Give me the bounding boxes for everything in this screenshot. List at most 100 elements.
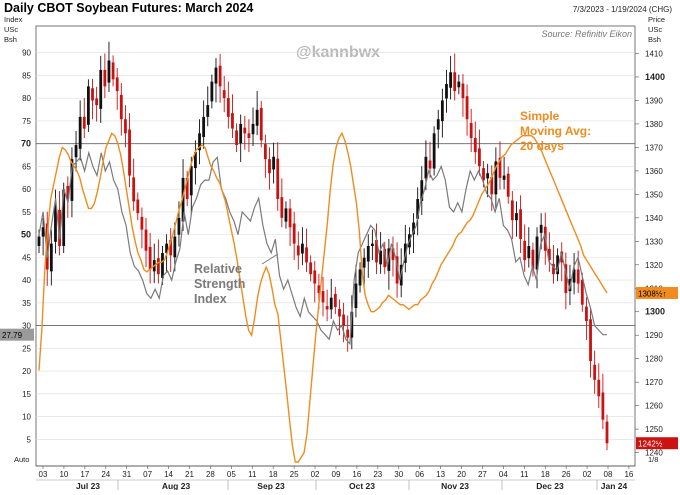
- month-label: Oct 23: [349, 481, 375, 490]
- annotation-label: Relative Strength Index: [194, 262, 245, 306]
- sma-series: [38, 131, 608, 463]
- left-tick-label: 40: [22, 276, 31, 285]
- x-tick-label: 26: [562, 470, 571, 479]
- right-tick-label: 1390: [645, 96, 663, 105]
- candle-body: [510, 200, 514, 221]
- candle-body: [49, 243, 53, 272]
- month-label: Jan 24: [601, 481, 628, 490]
- date-range: 7/3/2023 - 1/19/2024 (CHG): [573, 5, 673, 14]
- candle-body: [375, 239, 378, 263]
- candle-body: [58, 209, 61, 246]
- right-tick-label: 1340: [645, 214, 663, 223]
- right-tick-label: 1280: [645, 355, 663, 364]
- candle-body: [136, 199, 140, 214]
- right-tick-label: 1290: [645, 331, 663, 340]
- candle-body: [82, 116, 86, 129]
- candle-body: [272, 156, 276, 170]
- candle-body: [185, 177, 189, 200]
- candle-body: [239, 123, 243, 144]
- x-tick-label: 27: [478, 470, 487, 479]
- candle-body: [70, 159, 74, 201]
- x-tick-label: 20: [457, 470, 466, 479]
- candle-body: [436, 119, 440, 130]
- candle-body: [560, 251, 564, 263]
- left-tick-label: 85: [22, 71, 31, 80]
- candle-body: [506, 173, 510, 197]
- left-axis-title-line: USc: [4, 25, 18, 34]
- x-tick-label: 18: [269, 470, 278, 479]
- x-tick-label: 28: [206, 470, 215, 479]
- left-axis-title-line: Bsh: [4, 35, 17, 44]
- candle-body: [366, 246, 370, 262]
- candle-body: [552, 263, 555, 275]
- candle-body: [259, 107, 263, 141]
- candle-body: [589, 319, 592, 362]
- left-tick-label: 65: [22, 162, 31, 171]
- month-label: Nov 23: [441, 481, 469, 490]
- x-tick-label: 09: [332, 470, 341, 479]
- annotation-line: 20 days: [520, 139, 564, 153]
- candle-body: [564, 264, 568, 293]
- annotation-line: Index: [194, 292, 227, 306]
- left-tick-label: 10: [22, 413, 31, 422]
- x-tick-label: 11: [248, 470, 257, 479]
- left-tick-label: 70: [21, 139, 31, 149]
- candle-body: [280, 197, 284, 218]
- candle-body: [202, 116, 206, 138]
- month-label: Dec 23: [536, 481, 564, 490]
- x-tick-label: 25: [290, 470, 299, 479]
- price-current-badge: 1242½: [638, 440, 663, 449]
- candle-body: [469, 122, 473, 138]
- x-tick-label: 14: [164, 470, 173, 479]
- candle-body: [457, 81, 461, 88]
- rsi-annotation-pointer: [261, 253, 279, 265]
- candle-body: [128, 129, 131, 176]
- x-tick-label: 08: [604, 470, 613, 479]
- right-tick-label: 1400: [645, 72, 665, 82]
- candle-body: [144, 229, 148, 251]
- rsi-line: [38, 150, 607, 346]
- candle-body: [321, 291, 325, 303]
- candle-body: [473, 138, 477, 153]
- left-axis-ticks: 5 10 15 20 25 30 35 40 45 50 55 60 65 70 75 80 85 90: [21, 49, 32, 445]
- candle-body: [317, 285, 321, 293]
- annotation-line: Simple: [520, 109, 560, 123]
- candle-body: [268, 159, 271, 174]
- candle-body: [288, 208, 292, 228]
- candle-body: [358, 269, 362, 286]
- left-tick-label: 75: [22, 117, 31, 126]
- candle-body: [338, 308, 341, 317]
- x-tick-label: 16: [352, 470, 361, 479]
- month-label: Aug 23: [162, 481, 191, 490]
- candle-body: [354, 283, 358, 308]
- month-label: Sep 23: [257, 481, 285, 490]
- candle-body: [74, 145, 78, 158]
- right-axis-title-line: Bsh: [648, 35, 661, 44]
- candle-body: [593, 364, 597, 380]
- candle-body: [416, 199, 420, 219]
- candle-body: [189, 166, 193, 196]
- sma-current-badge: 1308½↑: [638, 289, 666, 298]
- right-tick-label: 1360: [645, 167, 663, 176]
- candle-body: [424, 156, 428, 179]
- candle-body: [107, 60, 111, 83]
- price-candles: [37, 41, 609, 451]
- candle-body: [66, 185, 70, 200]
- candle-body: [309, 262, 313, 275]
- candle-body: [535, 236, 539, 270]
- candle-body: [329, 297, 333, 310]
- candle-body: [453, 72, 457, 92]
- candle-body: [210, 81, 214, 102]
- candle-body: [601, 392, 605, 420]
- candle-body: [383, 248, 387, 268]
- candle-body: [115, 77, 119, 92]
- candle-body: [255, 109, 259, 126]
- sma-current-badge-bg: [636, 286, 678, 299]
- candle-body: [490, 176, 494, 195]
- right-tick-label: 1380: [645, 120, 663, 129]
- annotation-label: Simple Moving Avg: 20 days: [520, 109, 591, 153]
- right-tick-label: 1270: [645, 378, 663, 387]
- x-tick-label: 16: [624, 470, 633, 479]
- candle-body: [333, 293, 337, 308]
